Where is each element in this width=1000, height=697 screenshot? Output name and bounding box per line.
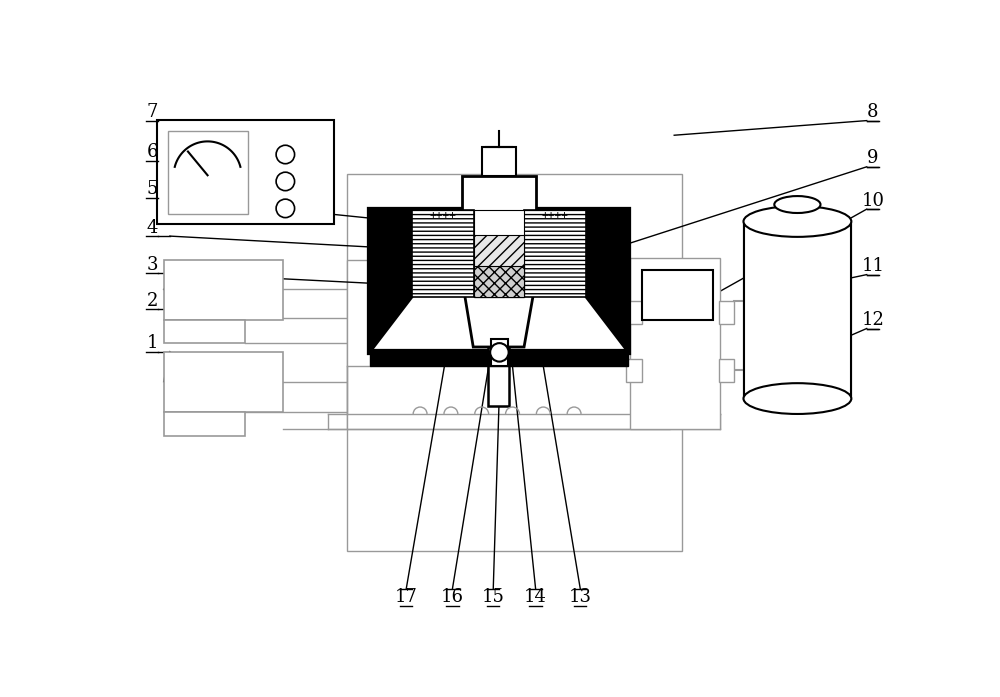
Polygon shape	[586, 210, 628, 353]
Text: 1: 1	[146, 334, 158, 352]
Bar	[438, 259, 559, 282]
Text: ++++: ++++	[541, 210, 568, 220]
Bar	[524, 236, 586, 297]
Text: 15: 15	[482, 588, 505, 606]
Bar	[524, 210, 586, 297]
Bar	[164, 320, 245, 343]
Bar	[370, 210, 628, 353]
Bar	[347, 260, 670, 429]
Circle shape	[490, 343, 509, 362]
Text: 5: 5	[146, 180, 158, 198]
Bar	[719, 301, 734, 324]
Ellipse shape	[744, 383, 851, 414]
Bar	[474, 266, 524, 297]
Text: 9: 9	[867, 149, 879, 167]
Text: 7: 7	[146, 103, 158, 121]
Bar	[462, 176, 536, 259]
Bar	[157, 120, 334, 224]
Bar	[719, 358, 734, 382]
Bar	[168, 130, 248, 214]
Text: 13: 13	[569, 588, 592, 606]
Bar	[474, 210, 524, 297]
Polygon shape	[462, 282, 536, 347]
Text: 17: 17	[395, 588, 418, 606]
Bar	[626, 358, 642, 382]
Bar	[491, 339, 508, 366]
Text: 2: 2	[146, 292, 158, 309]
Ellipse shape	[774, 196, 820, 213]
Ellipse shape	[744, 206, 851, 237]
Bar	[474, 236, 524, 297]
Bar	[488, 347, 509, 406]
Text: 6: 6	[146, 143, 158, 161]
Bar	[412, 210, 474, 297]
Bar	[642, 270, 713, 320]
Text: 8: 8	[867, 103, 879, 121]
Bar	[164, 260, 283, 320]
Text: 4: 4	[146, 219, 158, 236]
Text: 11: 11	[861, 257, 884, 275]
Bar	[370, 351, 628, 366]
Text: 14: 14	[524, 588, 547, 606]
Bar	[164, 413, 245, 436]
Polygon shape	[370, 210, 412, 353]
Text: ++++: ++++	[430, 210, 457, 220]
Bar	[630, 259, 720, 429]
Bar	[744, 222, 851, 399]
Bar	[482, 147, 516, 176]
Text: 16: 16	[441, 588, 464, 606]
Text: 10: 10	[861, 192, 884, 210]
Bar	[164, 353, 283, 413]
Text: 12: 12	[861, 311, 884, 329]
Text: 3: 3	[146, 256, 158, 274]
Bar	[347, 174, 682, 551]
Bar	[626, 301, 642, 324]
